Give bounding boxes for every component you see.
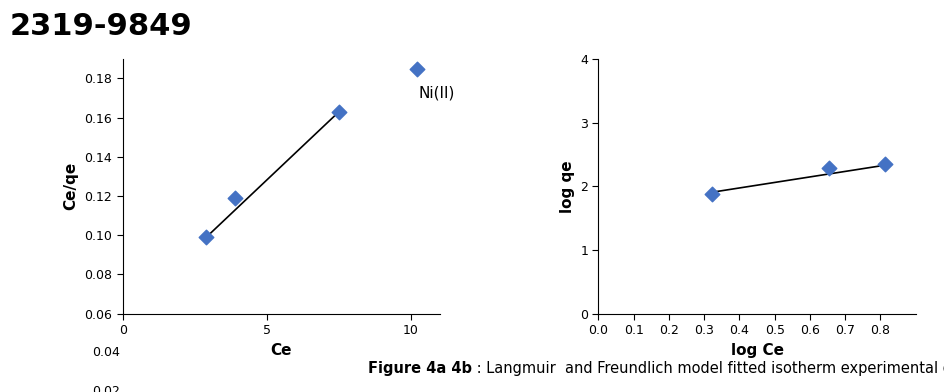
X-axis label: log Ce: log Ce [731,343,784,358]
Text: : Langmuir  and Freundlich model fitted isotherm experimental data: : Langmuir and Freundlich model fitted i… [472,361,944,376]
Point [821,165,836,172]
Point [228,195,243,201]
Text: Ni(II): Ni(II) [418,86,455,101]
Y-axis label: log qe: log qe [560,160,575,212]
Y-axis label: Ce/qe: Ce/qe [64,162,78,211]
Point [878,161,893,167]
X-axis label: Ce: Ce [271,343,292,358]
Text: Figure 4a 4b: Figure 4a 4b [368,361,472,376]
Text: 2319-9849: 2319-9849 [9,12,193,41]
Point [704,191,719,197]
Point [199,234,214,240]
Point [410,65,425,72]
Point [331,109,346,115]
Text: 0.02: 0.02 [92,385,120,392]
Text: 0.04: 0.04 [92,346,120,359]
